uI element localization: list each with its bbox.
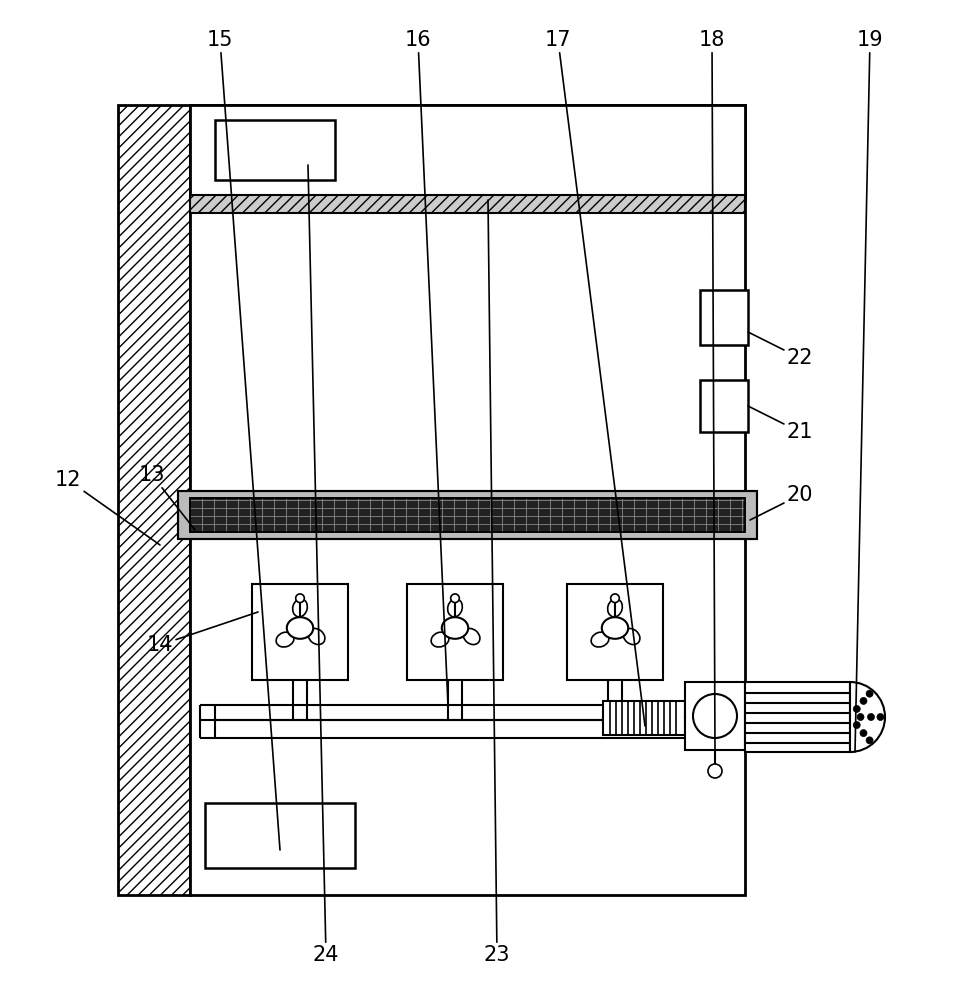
Circle shape xyxy=(854,722,860,729)
Bar xyxy=(567,584,663,680)
Bar xyxy=(190,498,745,532)
Bar xyxy=(190,105,745,200)
Text: 20: 20 xyxy=(750,485,813,520)
Ellipse shape xyxy=(623,628,640,645)
Bar xyxy=(178,491,757,539)
Text: 24: 24 xyxy=(308,165,339,965)
Bar xyxy=(700,290,748,345)
Circle shape xyxy=(857,714,864,720)
Ellipse shape xyxy=(442,617,468,639)
Wedge shape xyxy=(850,682,885,752)
Bar xyxy=(215,120,335,180)
Bar xyxy=(407,584,503,680)
Bar xyxy=(603,701,685,735)
Circle shape xyxy=(877,714,884,720)
Circle shape xyxy=(860,697,867,704)
Circle shape xyxy=(611,594,619,603)
Circle shape xyxy=(860,730,867,737)
Text: 22: 22 xyxy=(748,332,813,368)
Circle shape xyxy=(854,705,860,712)
Text: 21: 21 xyxy=(748,406,813,442)
Bar xyxy=(700,380,748,432)
Ellipse shape xyxy=(602,617,628,639)
Text: 23: 23 xyxy=(484,200,511,965)
Bar xyxy=(745,682,850,752)
Text: 14: 14 xyxy=(147,612,258,655)
Bar xyxy=(205,803,355,868)
Ellipse shape xyxy=(608,599,622,617)
Bar xyxy=(118,105,190,895)
Text: 19: 19 xyxy=(855,30,883,752)
Text: 16: 16 xyxy=(405,30,448,705)
Bar xyxy=(685,682,745,750)
Bar xyxy=(190,195,745,213)
Ellipse shape xyxy=(287,617,314,639)
Circle shape xyxy=(708,764,722,778)
Bar xyxy=(190,105,745,895)
Ellipse shape xyxy=(464,628,480,645)
Ellipse shape xyxy=(276,632,294,647)
Circle shape xyxy=(866,737,873,744)
Text: 18: 18 xyxy=(699,30,725,750)
Circle shape xyxy=(451,594,460,603)
Ellipse shape xyxy=(591,632,609,647)
Text: 13: 13 xyxy=(139,465,195,530)
Circle shape xyxy=(296,594,305,603)
Bar xyxy=(190,498,745,532)
Text: 17: 17 xyxy=(545,30,645,726)
Ellipse shape xyxy=(431,632,449,647)
Circle shape xyxy=(867,714,874,720)
Bar xyxy=(178,491,757,539)
Ellipse shape xyxy=(448,599,463,617)
Circle shape xyxy=(866,690,873,697)
Circle shape xyxy=(693,694,737,738)
Text: 12: 12 xyxy=(55,470,160,545)
Text: 15: 15 xyxy=(207,30,280,850)
Bar xyxy=(252,584,348,680)
Ellipse shape xyxy=(308,628,325,645)
Ellipse shape xyxy=(293,599,308,617)
